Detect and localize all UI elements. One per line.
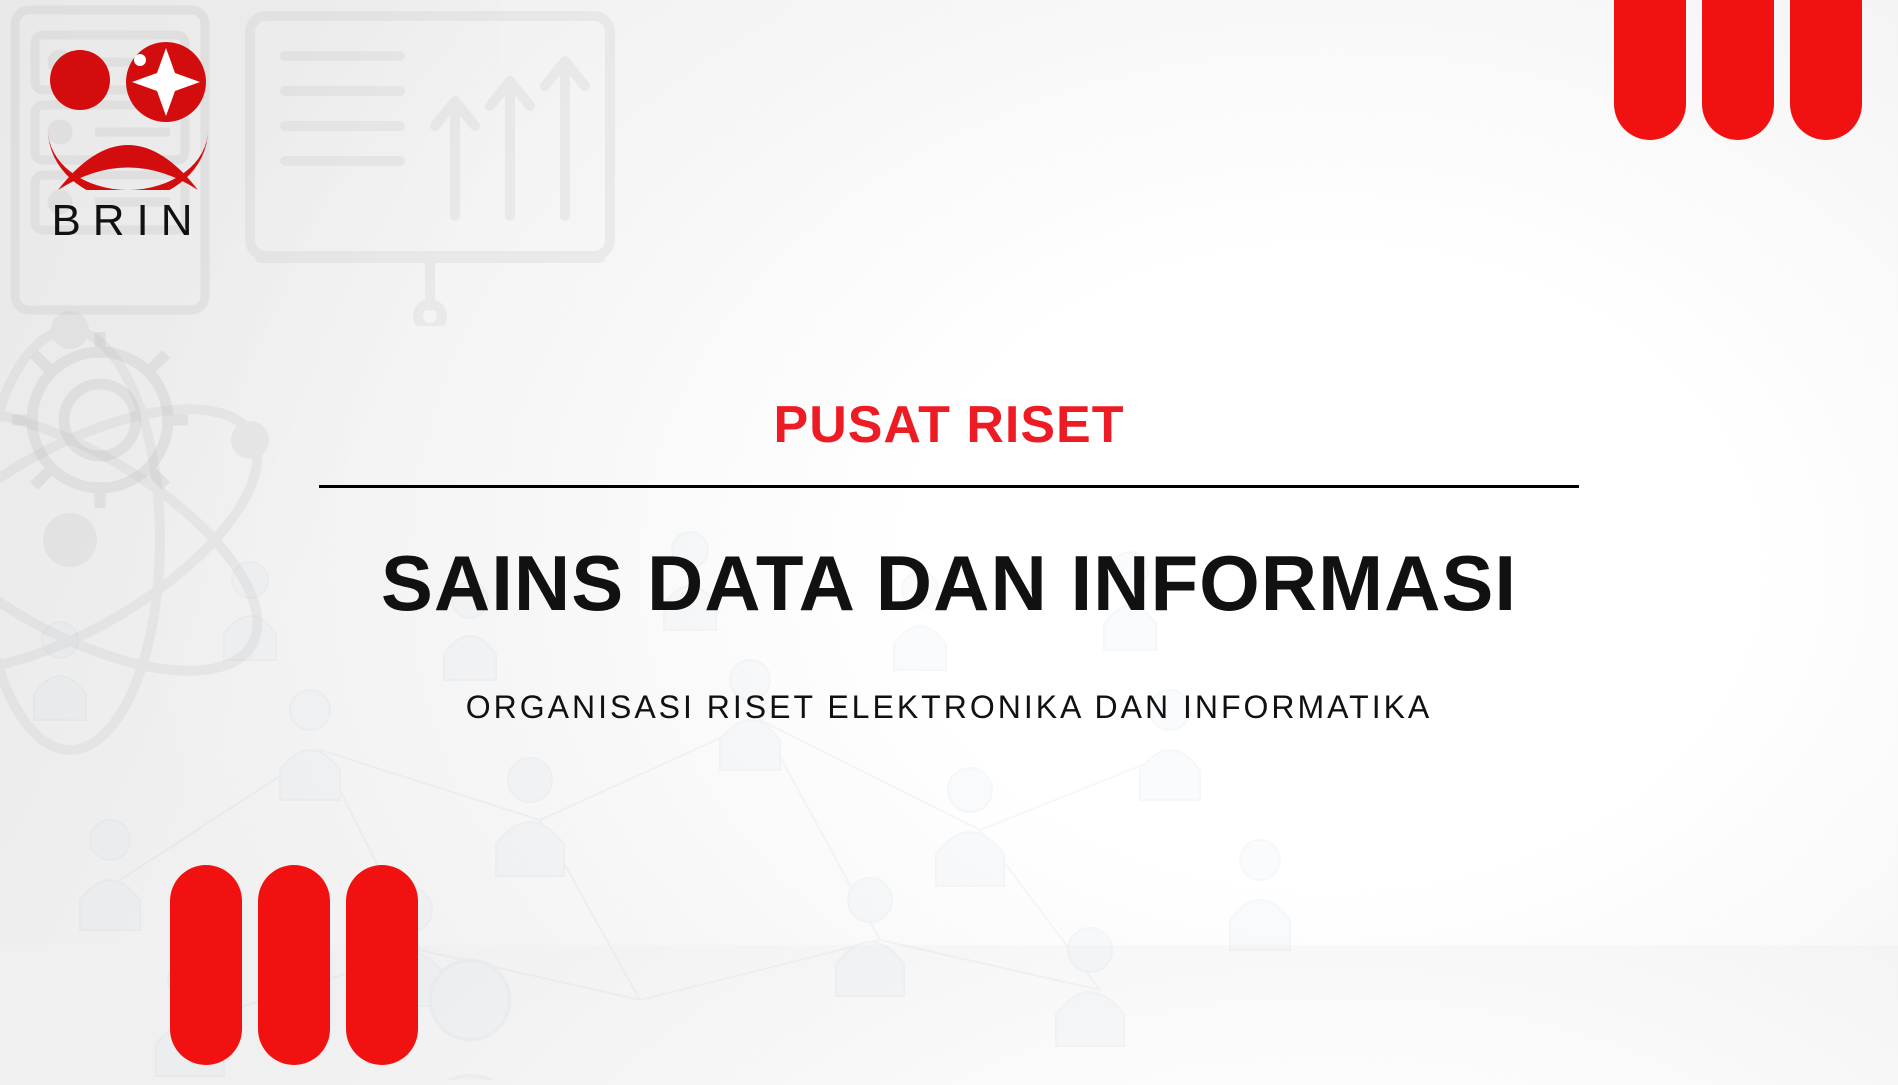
title-divider bbox=[319, 485, 1579, 488]
decor-pill bbox=[1702, 0, 1774, 140]
heading-main: SAINS DATA DAN INFORMASI bbox=[319, 538, 1579, 629]
decor-pill bbox=[1614, 0, 1686, 140]
decor-pills-top bbox=[1614, 0, 1862, 140]
decor-pill bbox=[346, 865, 418, 1065]
gear-icon bbox=[0, 320, 200, 520]
decor-pill bbox=[258, 865, 330, 1065]
title-block: PUSAT RISET SAINS DATA DAN INFORMASI ORG… bbox=[319, 395, 1579, 726]
heading-pusat-riset: PUSAT RISET bbox=[319, 395, 1579, 455]
presentation-chart-icon bbox=[230, 6, 630, 326]
subtitle: ORGANISASI RISET ELEKTRONIKA DAN INFORMA… bbox=[319, 689, 1579, 726]
brin-logo-text: BRIN bbox=[28, 196, 228, 246]
decor-pill bbox=[170, 865, 242, 1065]
decor-pill bbox=[1790, 0, 1862, 140]
brin-logo: BRIN bbox=[28, 40, 228, 246]
brin-logo-mark-icon bbox=[28, 40, 228, 190]
decor-pills-bottom bbox=[170, 865, 418, 1065]
